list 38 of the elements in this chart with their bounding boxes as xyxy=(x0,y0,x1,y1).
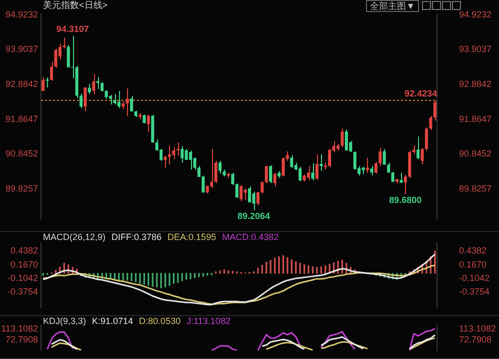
y2-tick-label: -0.1042 xyxy=(459,273,490,284)
y2-tick-label: 90.8452 xyxy=(459,148,492,159)
y2-tick-label: 94.9232 xyxy=(459,9,492,20)
y2-tick-label: 72.7908 xyxy=(459,334,492,345)
chart-title: MACD(26,12,9) xyxy=(43,232,106,242)
text: J:113.1082 xyxy=(186,316,230,326)
y2-tick-label: 113.1082 xyxy=(459,323,496,334)
annotation: 92.4234 xyxy=(404,88,438,98)
y-tick-label: 113.1082 xyxy=(1,323,38,334)
y-tick-label: 92.8842 xyxy=(5,79,38,90)
y-tick-label: 93.9037 xyxy=(5,44,38,54)
chart-title: 美元指数<日线> xyxy=(43,0,108,10)
y-tick-label: 94.9232 xyxy=(5,9,38,20)
y-tick-label: 90.8452 xyxy=(5,148,38,159)
text: MACD:0.4382 xyxy=(222,232,279,242)
text: DIFF:0.3786 xyxy=(112,232,162,242)
annotation: 89.2064 xyxy=(237,211,270,222)
y-tick-label: 0.1670 xyxy=(10,259,38,270)
y-tick-label: -0.3754 xyxy=(7,286,38,297)
text: DEA:0.1595 xyxy=(168,232,216,242)
y-tick-label: 0.4382 xyxy=(10,246,38,256)
y2-tick-label: 93.9037 xyxy=(459,44,492,54)
y2-tick-label: 91.8647 xyxy=(459,114,492,124)
annotation: 89.6800 xyxy=(389,195,422,206)
y2-tick-label: -0.3754 xyxy=(459,286,490,297)
y2-tick-label: 89.8257 xyxy=(459,184,492,194)
y-tick-label: 89.8257 xyxy=(5,184,38,194)
annotation: 94.3107 xyxy=(56,24,89,34)
text: D:80.0530 xyxy=(139,316,181,326)
y2-tick-label: 92.8842 xyxy=(459,79,492,90)
y-tick-label: 72.7908 xyxy=(5,334,38,345)
y2-tick-label: 0.1670 xyxy=(459,259,487,270)
y2-tick-label: 0.4382 xyxy=(459,246,487,256)
y-tick-label: 91.8647 xyxy=(5,114,38,124)
y-tick-label: -0.1042 xyxy=(7,273,38,284)
chart-title: KDJ(9,3,3) xyxy=(43,316,86,326)
text: 全部主图▼ xyxy=(366,0,419,12)
text: K:91.0714 xyxy=(92,316,134,326)
